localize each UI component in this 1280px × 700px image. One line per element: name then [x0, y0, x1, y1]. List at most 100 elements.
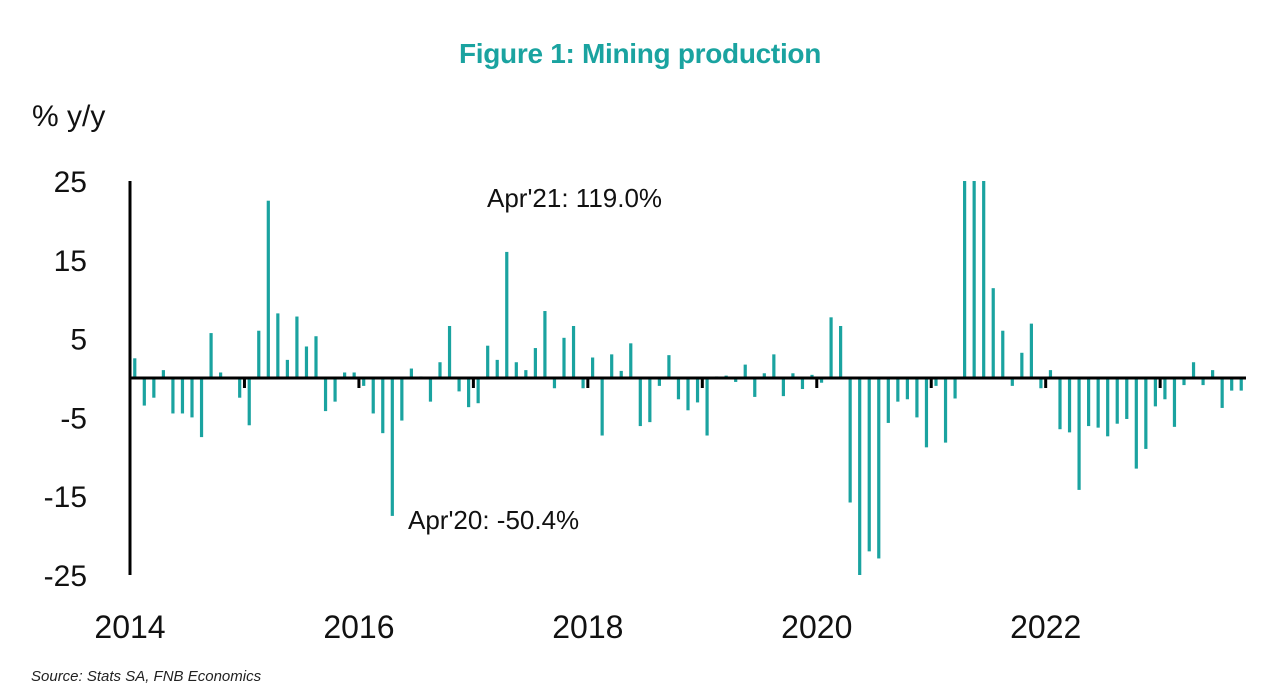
- y-tick-label: -5: [60, 402, 87, 435]
- bar: [819, 378, 824, 383]
- bar: [495, 359, 499, 378]
- bar: [600, 378, 604, 436]
- bar: [896, 378, 900, 402]
- bar: [638, 378, 642, 427]
- bar: [886, 378, 890, 423]
- bar: [943, 378, 948, 443]
- bar: [705, 378, 709, 436]
- bar: [457, 378, 461, 392]
- bar: [180, 378, 185, 414]
- bar: [1020, 352, 1024, 378]
- bar: [934, 378, 938, 386]
- bar: [1001, 330, 1005, 378]
- bar: [524, 370, 528, 378]
- bar: [648, 378, 652, 423]
- bar: [676, 378, 681, 400]
- chart-title: Figure 1: Mining production: [458, 38, 822, 69]
- y-axis-label: % y/y: [32, 100, 106, 133]
- bar: [133, 358, 137, 378]
- bar: [629, 343, 633, 378]
- bars-group: [133, 181, 1243, 575]
- bar: [381, 378, 385, 434]
- bar: [1182, 378, 1186, 386]
- bar: [1191, 362, 1196, 378]
- bar: [667, 355, 671, 378]
- bar: [438, 362, 442, 378]
- bar: [762, 373, 766, 378]
- bar: [1201, 378, 1205, 386]
- bar: [1077, 378, 1081, 490]
- bar: [1039, 378, 1043, 389]
- bar: [447, 325, 452, 378]
- bar: [1211, 370, 1215, 378]
- bar: [839, 325, 843, 378]
- bar: [209, 333, 213, 378]
- bar: [848, 378, 852, 503]
- bar: [199, 378, 204, 438]
- bar: [858, 378, 862, 575]
- bar: [352, 372, 356, 378]
- bar: [486, 345, 490, 378]
- bar: [695, 378, 700, 403]
- bar: [982, 181, 986, 378]
- bar: [152, 378, 156, 398]
- bar: [476, 378, 480, 404]
- bar: [304, 346, 309, 378]
- bar: [533, 348, 537, 378]
- bar: [610, 354, 614, 378]
- bar: [1230, 378, 1234, 391]
- bar: [285, 359, 289, 378]
- bar: [171, 378, 175, 414]
- bar: [1153, 378, 1157, 407]
- bar: [953, 378, 957, 399]
- bar: [428, 378, 433, 402]
- x-tick-label: 2016: [323, 609, 394, 645]
- bar: [1106, 378, 1110, 437]
- bar: [371, 378, 375, 414]
- bar: [924, 378, 929, 448]
- bar: [619, 370, 623, 378]
- bar: [829, 317, 833, 378]
- bar: [1134, 378, 1138, 469]
- y-tick-label: -15: [44, 481, 87, 514]
- bar: [1115, 378, 1119, 424]
- bar: [1058, 378, 1062, 430]
- bar: [1163, 378, 1167, 400]
- bar: [257, 330, 261, 378]
- bar: [1029, 323, 1033, 378]
- bar: [238, 378, 242, 398]
- bar: [266, 200, 270, 378]
- bar: [1125, 378, 1129, 419]
- bar: [552, 378, 557, 389]
- x-tick-label: 2020: [781, 609, 852, 645]
- x-tick-label: 2022: [1010, 609, 1081, 645]
- bar: [362, 378, 366, 386]
- bar: [963, 181, 967, 378]
- bar: [333, 378, 337, 402]
- y-tick-label: -25: [44, 560, 87, 593]
- bar: [400, 378, 404, 421]
- bar: [905, 378, 909, 400]
- source-note: Source: Stats SA, FNB Economics: [31, 668, 262, 685]
- bar: [972, 181, 976, 378]
- x-tick-label: 2014: [94, 609, 165, 645]
- bar: [581, 378, 585, 389]
- bar: [142, 378, 146, 406]
- bar: [877, 378, 881, 559]
- x-tick-label: 2018: [552, 609, 623, 645]
- bar: [247, 378, 251, 426]
- y-tick-label: 15: [54, 245, 87, 278]
- bar: [772, 354, 776, 378]
- bar: [867, 378, 871, 552]
- bar: [543, 311, 547, 378]
- y-tick-label: 5: [70, 324, 87, 357]
- bar: [915, 378, 919, 418]
- bar: [1220, 378, 1224, 408]
- bar: [323, 378, 328, 412]
- bar: [1010, 378, 1014, 386]
- bar: [571, 325, 576, 378]
- bar: [190, 378, 194, 418]
- bar: [800, 378, 805, 390]
- bar: [791, 373, 795, 378]
